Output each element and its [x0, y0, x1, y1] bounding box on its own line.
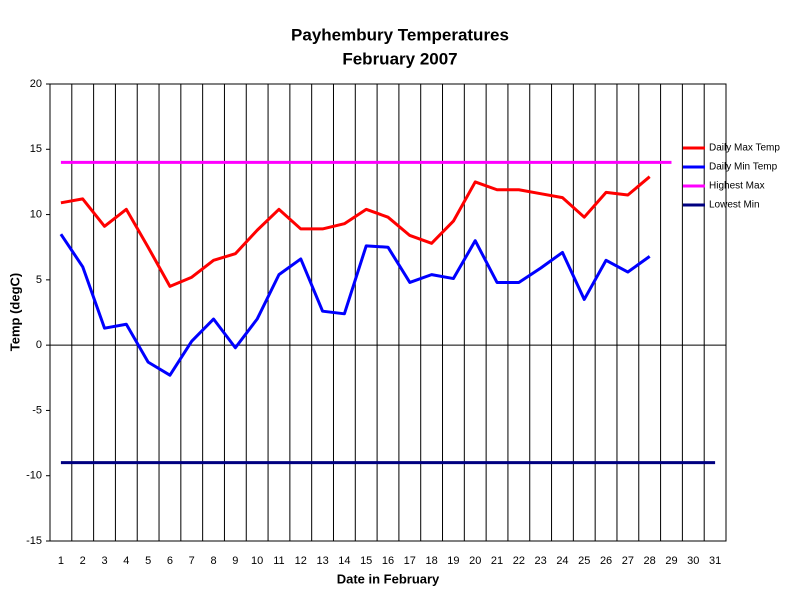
- x-tick-label: 30: [687, 555, 699, 567]
- x-tick-label: 25: [578, 555, 590, 567]
- x-tick-label: 27: [622, 555, 634, 567]
- x-tick-label: 22: [513, 555, 525, 567]
- x-tick-label: 1: [58, 555, 64, 567]
- x-tick-label: 20: [469, 555, 481, 567]
- y-tick-label: -10: [26, 470, 42, 482]
- x-tick-label: 19: [447, 555, 459, 567]
- x-tick-label: 31: [709, 555, 721, 567]
- x-tick-label: 5: [145, 555, 151, 567]
- x-tick-label: 3: [101, 555, 107, 567]
- x-tick-label: 9: [232, 555, 238, 567]
- y-tick-label: 10: [30, 208, 42, 220]
- y-tick-label: -15: [26, 535, 42, 547]
- x-tick-label: 7: [189, 555, 195, 567]
- x-tick-label: 28: [644, 555, 656, 567]
- x-tick-label: 26: [600, 555, 612, 567]
- x-tick-label: 8: [210, 555, 216, 567]
- series-line: [60, 175, 651, 288]
- y-tick-label: 15: [30, 143, 42, 155]
- y-axis-title: Temp (degC): [7, 273, 22, 351]
- plot-area: [49, 83, 727, 542]
- x-tick-label: 24: [556, 555, 568, 567]
- x-tick-label: 4: [123, 555, 129, 567]
- x-tick-label: 10: [251, 555, 263, 567]
- x-tick-label: 18: [425, 555, 437, 567]
- x-tick-label: 23: [535, 555, 547, 567]
- chart-title: Payhembury Temperatures: [291, 25, 509, 44]
- y-tick-label: 0: [36, 339, 42, 351]
- y-tick-label: 20: [30, 78, 42, 90]
- x-tick-label: 14: [338, 555, 350, 567]
- y-tick-label: -5: [32, 404, 42, 416]
- legend-label: Highest Max: [709, 181, 765, 192]
- x-tick-label: 6: [167, 555, 173, 567]
- x-tick-label: 29: [665, 555, 677, 567]
- legend-label: Daily Max Temp: [709, 143, 780, 154]
- legend-label: Daily Min Temp: [709, 162, 778, 173]
- x-tick-label: 2: [80, 555, 86, 567]
- x-tick-label: 21: [491, 555, 503, 567]
- x-tick-label: 12: [295, 555, 307, 567]
- x-tick-label: 16: [382, 555, 394, 567]
- chart-title: February 2007: [342, 49, 457, 68]
- x-tick-label: 11: [273, 555, 284, 567]
- series-line: [59, 233, 651, 377]
- x-axis-title: Date in February: [337, 571, 440, 586]
- y-tick-label: 5: [36, 274, 42, 286]
- x-tick-label: 17: [404, 555, 416, 567]
- x-tick-label: 15: [360, 555, 372, 567]
- x-tick-label: 13: [316, 555, 328, 567]
- legend-label: Lowest Min: [709, 200, 760, 211]
